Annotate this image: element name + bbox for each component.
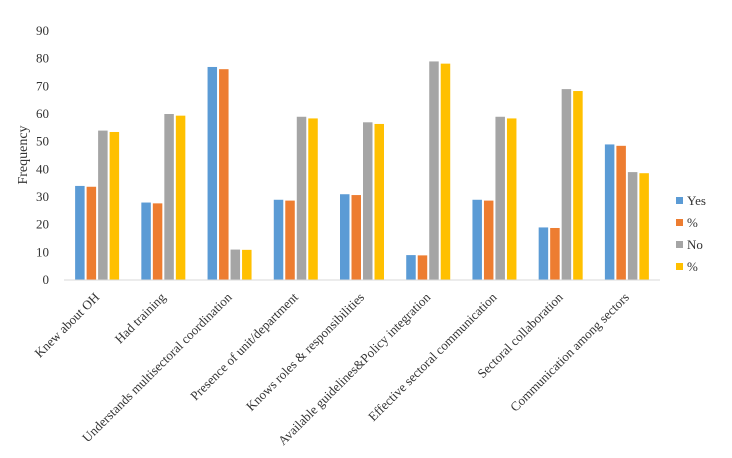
y-tick-label: 70 <box>36 78 49 93</box>
bar <box>285 200 295 280</box>
bar <box>175 115 186 280</box>
x-tick-label: Communication among sectors <box>507 290 632 415</box>
y-tick-label: 0 <box>43 272 50 287</box>
y-tick-label: 10 <box>36 244 49 259</box>
legend-label: Yes <box>687 193 706 208</box>
bar <box>573 91 583 280</box>
bar <box>616 145 626 280</box>
bar <box>308 118 318 280</box>
y-tick-label: 40 <box>36 161 49 176</box>
bar <box>207 66 218 280</box>
legend-label: % <box>687 215 698 230</box>
y-tick-label: 90 <box>36 23 49 38</box>
bar <box>230 249 241 280</box>
bar <box>219 69 229 281</box>
y-tick-label: 30 <box>36 189 49 204</box>
bar <box>242 249 252 280</box>
bar <box>627 172 638 280</box>
x-tick-label: Knew about OH <box>31 290 102 361</box>
legend-swatch <box>676 263 683 270</box>
bar <box>440 63 451 280</box>
x-tick-label: Presence of unit/department <box>187 289 301 403</box>
bar <box>141 202 151 280</box>
bar <box>351 195 361 280</box>
bar <box>109 131 120 280</box>
bar <box>604 144 615 280</box>
legend-swatch <box>676 219 683 226</box>
bar <box>164 114 174 280</box>
y-tick-label: 80 <box>36 51 49 66</box>
legend-label: % <box>687 259 698 274</box>
y-tick-label: 60 <box>36 106 49 121</box>
bar <box>506 118 517 280</box>
bar <box>538 227 549 280</box>
bar <box>406 255 416 280</box>
bar <box>472 199 482 280</box>
bars <box>75 61 649 281</box>
x-tick-label: Had training <box>112 289 169 346</box>
y-tick-label: 20 <box>36 217 49 232</box>
bar <box>483 200 494 280</box>
bar <box>273 199 284 280</box>
legend-swatch <box>676 241 683 248</box>
bar <box>86 186 97 280</box>
x-tick-label: Effective sectoral communication <box>365 289 500 424</box>
bar <box>296 116 307 281</box>
bar <box>550 227 560 280</box>
legend: Yes% No% <box>676 193 706 274</box>
x-tick-label: Knows roles & responsibilities <box>243 290 367 414</box>
y-tick-label: 50 <box>36 134 49 149</box>
legend-label: No <box>687 237 703 252</box>
legend-swatch <box>676 197 683 204</box>
bar <box>152 203 163 280</box>
bar <box>561 89 572 280</box>
bar <box>495 116 505 281</box>
bar <box>75 185 85 280</box>
bar <box>374 123 384 281</box>
bar <box>429 61 439 280</box>
bar <box>98 130 108 280</box>
bar <box>340 194 350 280</box>
bar <box>363 122 373 280</box>
y-axis-title: Frequency <box>16 125 31 184</box>
bar <box>417 255 428 280</box>
bar <box>639 173 649 280</box>
y-axis-ticks: 0 10 20 30 40 50 60 70 80 90 <box>36 23 49 287</box>
